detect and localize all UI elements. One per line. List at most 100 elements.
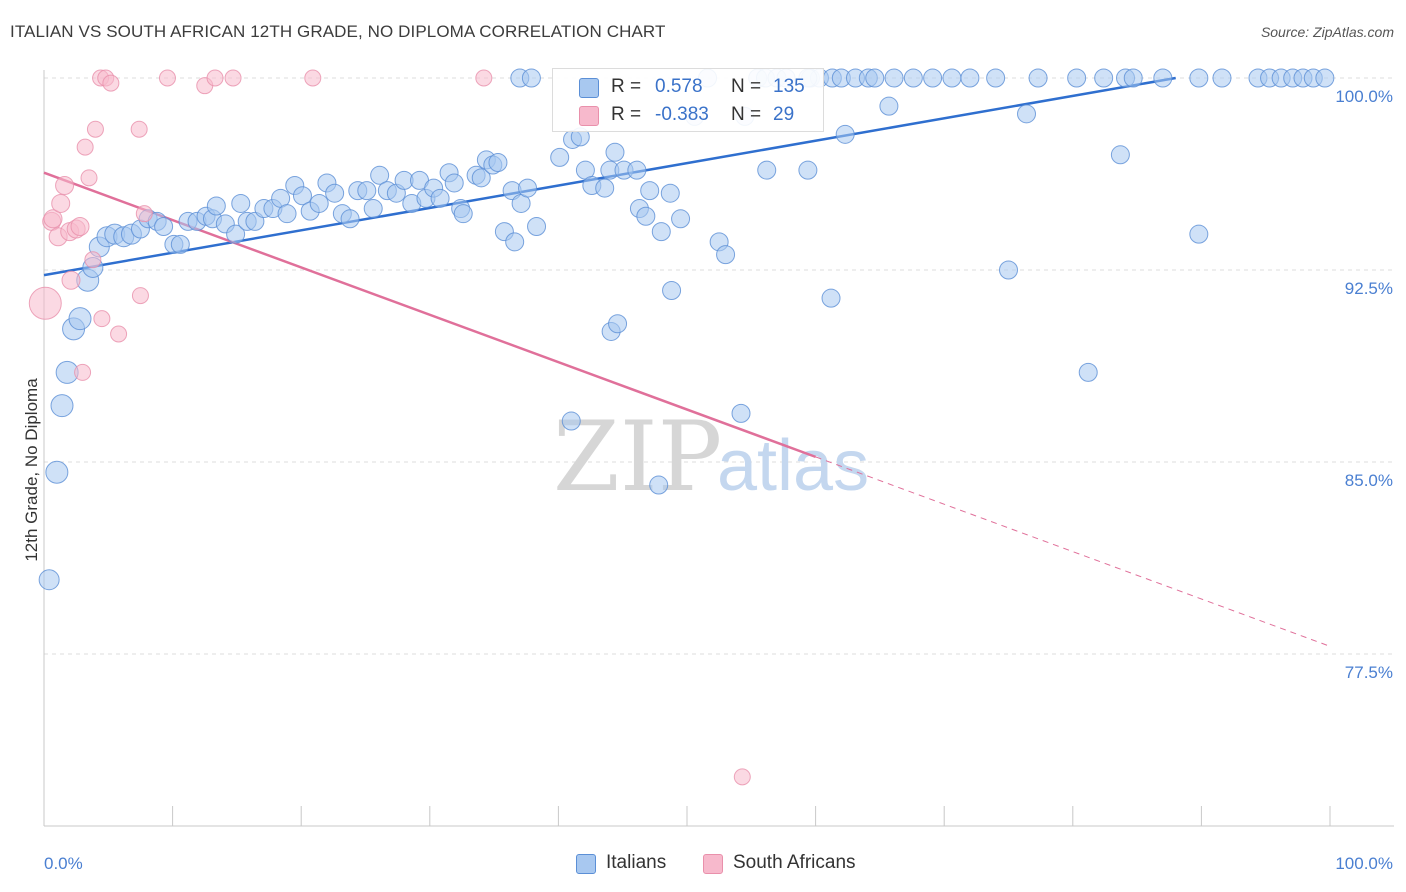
point-italians — [636, 206, 656, 226]
y-tick-label: 92.5% — [1345, 279, 1393, 298]
point-italians — [231, 193, 251, 213]
x-tick-label: 0.0% — [44, 854, 83, 873]
point-south-africans — [51, 193, 71, 213]
point-italians — [357, 181, 377, 201]
point-italians — [292, 186, 312, 206]
point-italians — [1078, 362, 1098, 382]
chart-title: ITALIAN VS SOUTH AFRICAN 12TH GRADE, NO … — [10, 22, 666, 41]
point-italians — [999, 260, 1018, 280]
point-south-africans — [70, 216, 90, 236]
point-italians — [1123, 68, 1143, 88]
point-italians — [1094, 68, 1114, 88]
legend-n-value: 135 — [773, 76, 805, 97]
point-italians — [923, 68, 943, 88]
trend-line-south-africans-extrapolated — [815, 456, 1331, 647]
legend-label-south-africans: South Africans — [733, 852, 856, 873]
point-italians — [1315, 68, 1335, 88]
y-axis-label: 12th Grade, No Diploma — [22, 378, 41, 562]
point-italians — [608, 314, 628, 334]
point-italians — [798, 160, 818, 180]
point-italians — [370, 165, 390, 185]
y-tick-label: 100.0% — [1335, 87, 1393, 106]
legend-swatch-italians — [579, 78, 599, 98]
legend-swatch-south-africans — [579, 106, 599, 126]
point-italians — [1189, 224, 1209, 244]
point-italians — [1028, 68, 1048, 88]
point-italians — [325, 183, 345, 203]
point-italians — [363, 199, 383, 219]
y-tick-label: 85.0% — [1345, 471, 1393, 490]
series-legend: Italians South Africans — [0, 852, 1406, 876]
point-south-africans — [93, 310, 111, 328]
point-italians — [45, 460, 69, 484]
point-italians — [595, 178, 615, 198]
point-italians — [942, 68, 962, 88]
point-italians — [640, 181, 660, 201]
point-south-africans — [86, 120, 104, 138]
point-italians — [277, 204, 297, 224]
point-south-africans — [84, 251, 102, 269]
point-italians — [206, 196, 226, 216]
point-italians — [550, 147, 570, 167]
point-italians — [68, 307, 92, 331]
legend-n-label: N = — [731, 104, 762, 125]
point-italians — [1189, 68, 1209, 88]
watermark-atlas: atlas — [717, 426, 869, 506]
point-italians — [627, 160, 647, 180]
point-italians — [1017, 104, 1037, 124]
point-south-africans — [61, 270, 81, 290]
point-italians — [716, 245, 736, 265]
point-italians — [605, 142, 625, 162]
point-italians — [1212, 68, 1232, 88]
point-italians — [1153, 68, 1173, 88]
x-tick-label: 100.0% — [1335, 854, 1393, 873]
point-south-africans — [110, 325, 128, 343]
point-italians — [488, 152, 508, 172]
x-tick-labels: 0.0% 100.0% — [44, 854, 1393, 873]
point-south-africans — [55, 176, 75, 196]
point-italians — [960, 68, 980, 88]
point-italians — [731, 403, 751, 423]
trend-lines — [43, 76, 1331, 647]
legend-r-value: -0.383 — [655, 104, 709, 125]
point-italians — [884, 68, 904, 88]
point-italians — [430, 188, 450, 208]
axes — [43, 70, 1394, 827]
point-south-africans — [102, 74, 120, 92]
point-south-africans — [135, 205, 153, 223]
point-south-africans — [158, 69, 176, 87]
point-italians — [757, 160, 777, 180]
point-south-africans — [43, 209, 63, 229]
legend-r-value: 0.578 — [655, 76, 703, 97]
point-italians — [154, 216, 174, 236]
point-italians — [170, 234, 190, 254]
point-italians — [660, 183, 680, 203]
point-italians — [662, 280, 682, 300]
trend-line-south-africans — [43, 171, 817, 459]
point-south-africans — [224, 69, 242, 87]
y-tick-labels: 77.5% 85.0% 92.5% 100.0% — [1335, 87, 1393, 682]
point-italians — [986, 68, 1006, 88]
y-tick-label: 77.5% — [1345, 663, 1393, 682]
point-italians — [835, 124, 855, 144]
grid-lines — [44, 77, 1394, 655]
point-italians — [471, 168, 491, 188]
point-italians — [38, 569, 60, 591]
point-south-africans — [28, 286, 62, 320]
legend-r-label: R = — [611, 76, 642, 97]
source-credit: Source: ZipAtlas.com — [1260, 24, 1394, 40]
legend-swatch-south-africans — [703, 854, 723, 874]
point-italians — [340, 209, 360, 229]
watermark: ZIP atlas — [553, 401, 869, 513]
legend-n-value: 29 — [773, 104, 795, 125]
legend-r-label: R = — [611, 104, 642, 125]
legend-row-south-africans: R = -0.383 N = 29 — [553, 101, 823, 129]
point-italians — [453, 204, 473, 224]
point-italians — [561, 411, 581, 431]
point-south-africans — [74, 363, 92, 381]
legend-swatch-italians — [576, 854, 596, 874]
point-south-africans — [80, 169, 98, 187]
point-south-africans — [304, 69, 322, 87]
point-italians — [527, 216, 547, 236]
point-italians — [651, 222, 671, 242]
